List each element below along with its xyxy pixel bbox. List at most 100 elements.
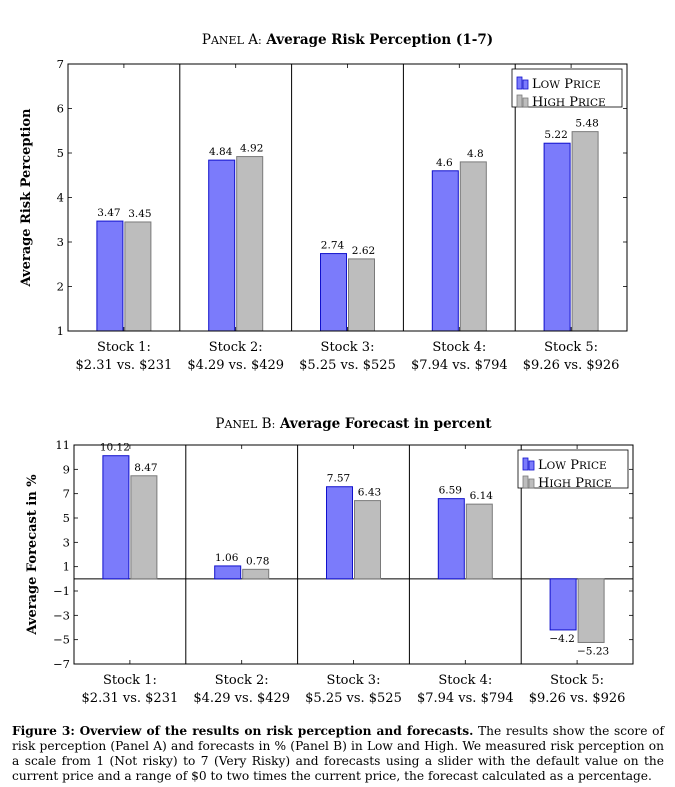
panel-b-legend-swatch [522,475,529,489]
panel-b-category-price: $5.25 vs. $525 [305,691,402,706]
panel-b-ytick-label: 3 [63,535,70,549]
panel-a-bar-low [96,220,124,332]
panel-b-bar-high [354,500,381,580]
panel-a-ytick-label: 1 [57,324,64,338]
panel-a-category-label: Stock 2: [209,340,263,355]
panel-b-category-price: $4.29 vs. $429 [193,691,290,706]
panel-b-bar-high [130,475,158,580]
panel-a-category-price: $4.29 vs. $429 [187,358,284,373]
panel-a-frame [67,63,628,332]
panel-b-ytick-label: 7 [63,487,70,501]
panel-a-data-label: 5.48 [575,118,598,130]
panel-b-legend [517,449,629,489]
panel-a-category-label: Stock 1: [97,340,151,355]
panel-b-legend-swatch [528,460,535,471]
panel-b-data-label: 7.57 [327,473,350,485]
panel-a-legend-label: HIGH PRICE [532,95,606,110]
panel-b-category-label: Stock 2: [215,673,269,688]
panel-b-legend-swatch [522,457,529,471]
panel-b-category-price: $7.94 vs. $794 [417,691,514,706]
panel-b-ytick-label: 9 [63,462,70,476]
panel-b-category-label: Stock 3: [327,673,381,688]
panel-a-bar-low [431,170,459,332]
panel-a-ytick-label: 5 [57,146,64,160]
panel-b-ytick-label: 5 [63,511,70,525]
panel-a-category-label: Stock 5: [544,340,598,355]
panel-a-title: PANEL A: Average Risk Perception (1-7) [202,32,493,48]
panel-a-data-label: 4.8 [467,148,484,160]
panel-a-ytick-label: 3 [57,235,64,249]
panel-a-bar-high [124,221,152,332]
panel-b-category-label: Stock 4: [438,673,492,688]
panel-b-data-label: 6.59 [439,485,462,497]
panel-a-category-price: $7.94 vs. $794 [411,358,508,373]
panel-b-bar-low [437,498,465,580]
panel-b-data-label: −5.23 [577,645,609,657]
panel-b-bar-high [242,568,270,580]
panel-b-ytick-label: −1 [53,584,70,598]
panel-b-data-label: 10.12 [100,442,130,454]
panel-a-bar-low [320,253,347,332]
panel-b-category-label: Stock 1: [103,673,157,688]
panel-b-data-label: −4.2 [549,633,575,645]
panel-b-ylabel: Average Forecast in % [25,474,40,636]
panel-a-category-label: Stock 4: [432,340,486,355]
panel-a-bar-high [348,258,375,332]
panel-b-category-price: $2.31 vs. $231 [82,691,179,706]
panel-a-legend-label: LOW PRICE [532,77,601,92]
panel-a-legend-swatch [516,94,523,108]
panel-a-bar-high [459,161,487,332]
panel-a-category-price: $2.31 vs. $231 [76,358,173,373]
panel-a-legend-swatch [522,97,529,108]
panel-a-category-label: Stock 3: [321,340,375,355]
panel-a-data-label: 3.47 [97,207,120,219]
panel-b-bar-low [214,565,242,580]
panel-a-bar-low [543,142,571,332]
panel-a-data-label: 2.62 [352,245,375,257]
panel-a-bar-high [236,156,264,332]
panel-a-legend-swatch [522,79,529,90]
panel-a-category-price: $9.26 vs. $926 [523,358,620,373]
panel-b-legend-swatch [528,478,535,489]
panel-b-ytick-label: −5 [53,633,70,647]
panel-b-legend-label: LOW PRICE [538,458,607,473]
panel-b-data-label: 6.14 [470,490,494,502]
panel-b-category-label: Stock 5: [550,673,604,688]
caption-bold-text: Overview of the results on risk percepti… [79,724,474,738]
panel-b-data-label: 0.78 [246,555,269,567]
panel-a-data-label: 5.22 [544,129,567,141]
caption-body: The results show the score of risk perce… [12,724,665,783]
panel-a-ytick-label: 6 [57,102,64,116]
panel-a-category-price: $5.25 vs. $525 [299,358,396,373]
panel-b-ytick-label: 11 [55,438,70,452]
panel-b-ytick-label: −7 [53,657,70,671]
panel-b-ytick-label: 1 [63,560,70,574]
figure-caption: Figure 3: Overview of the results on ris… [12,724,664,784]
panel-a-data-label: 3.45 [128,208,151,220]
panel-a-bar-low [208,159,236,332]
panel-b-bar-low [549,578,577,631]
panel-b-data-label: 1.06 [215,552,239,564]
panel-a-ytick-label: 7 [57,57,64,71]
panel-a-ytick-label: 2 [57,280,64,294]
panel-a-data-label: 4.6 [436,157,453,169]
panel-b-bar-high [577,578,605,643]
panel-b-category-price: $9.26 vs. $926 [529,691,626,706]
panel-a-legend-swatch [516,76,523,90]
panel-b-frame [73,444,634,665]
panel-b-ytick-label: −3 [53,608,70,622]
panel-a-ytick-label: 4 [57,191,64,205]
panel-a-ylabel: Average Risk Perception [19,108,34,288]
panel-a-legend [511,68,623,108]
panel-b-data-label: 6.43 [358,487,381,499]
panel-b-data-label: 8.47 [134,462,157,474]
panel-b-bar-low [326,486,353,580]
panel-b-title: PANEL B: Average Forecast in percent [215,416,492,432]
panel-b-legend-label: HIGH PRICE [538,476,612,491]
panel-a-data-label: 2.74 [321,240,345,252]
panel-b-chart: PANEL B: Average Forecast in percent Aver… [25,416,634,706]
panel-a-data-label: 4.92 [240,143,263,155]
panel-a-chart: PANEL A: Average Risk Perception (1-7) Av… [19,32,628,373]
panel-a-data-label: 4.84 [209,146,233,158]
